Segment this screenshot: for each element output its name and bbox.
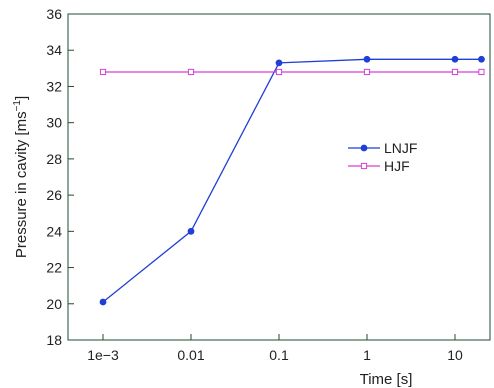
- series-line-lnjf: [102, 58, 482, 303]
- y-axis-ticks: 18 20 22 24 26 28 30 32 34 36: [46, 6, 74, 348]
- y-tick-label: 34: [46, 42, 62, 58]
- data-point-lnjf: [451, 55, 459, 63]
- series-layer: [99, 55, 485, 306]
- data-point-hjf: [275, 68, 283, 76]
- y-tick-label: 28: [46, 151, 62, 167]
- x-axis-title: Time [s]: [360, 371, 413, 388]
- y-tick-label: 20: [46, 296, 62, 312]
- data-point-hjf: [478, 68, 485, 76]
- y-axis-title: Pressure in cavity [ms−1]: [12, 96, 30, 258]
- legend-marker-lnjf: [360, 144, 368, 152]
- y-axis-title-main: Pressure in cavity [ms: [13, 111, 30, 258]
- data-point-lnjf: [363, 55, 371, 63]
- x-tick-label: 0.01: [177, 347, 204, 363]
- series-hjf: [99, 68, 485, 76]
- y-tick-label: 24: [46, 223, 62, 239]
- y-tick-label: 32: [46, 78, 62, 94]
- x-tick-label: 1e−3: [87, 347, 119, 363]
- x-axis-ticks: 1e−3 0.01 0.1 1 10: [87, 334, 463, 363]
- y-axis-title-end: ]: [13, 96, 30, 100]
- y-tick-label: 22: [46, 260, 62, 276]
- legend-label-hjf: HJF: [384, 158, 410, 174]
- y-tick-label: 18: [46, 332, 62, 348]
- legend-marker-hjf: [360, 162, 368, 170]
- y-tick-label: 26: [46, 187, 62, 203]
- data-point-hjf: [99, 68, 107, 76]
- data-point-lnjf: [187, 227, 195, 235]
- series-lnjf: [99, 55, 485, 306]
- x-tick-label: 1: [363, 347, 371, 363]
- x-tick-label: 0.1: [269, 347, 289, 363]
- y-tick-label: 30: [46, 115, 62, 131]
- y-tick-label: 36: [46, 6, 62, 22]
- y-axis-title-superscript: −1: [12, 100, 23, 112]
- data-point-lnjf: [478, 55, 485, 63]
- x-tick-label: 10: [447, 347, 463, 363]
- data-point-hjf: [363, 68, 371, 76]
- legend: LNJF HJF: [348, 140, 417, 174]
- data-point-lnjf: [99, 298, 107, 306]
- data-point-hjf: [451, 68, 459, 76]
- legend-label-lnjf: LNJF: [384, 140, 417, 156]
- data-point-hjf: [187, 68, 195, 76]
- data-point-lnjf: [275, 59, 283, 67]
